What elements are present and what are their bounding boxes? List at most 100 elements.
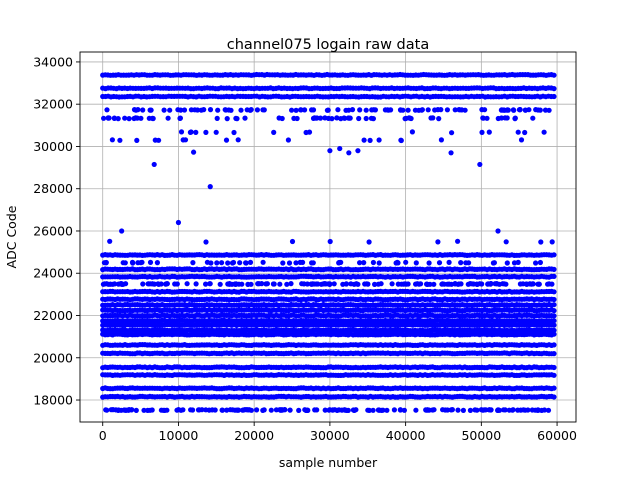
y-tick-label: 32000	[33, 97, 73, 112]
data-point	[150, 281, 156, 287]
data-point	[109, 137, 115, 143]
data-point	[167, 107, 173, 113]
data-point	[164, 281, 170, 287]
data-point	[193, 281, 199, 287]
data-point	[122, 115, 128, 121]
y-axis: 18000 20000 22000 24000 26000 28000 30000 32000…	[33, 54, 80, 408]
data-point	[193, 129, 199, 135]
grid	[80, 52, 576, 422]
x-tick-label: 10000	[159, 428, 199, 443]
data-point	[284, 281, 290, 287]
data-point	[212, 407, 218, 413]
y-tick-label: 34000	[33, 54, 73, 69]
data-point	[361, 260, 367, 266]
data-point-outlier	[477, 161, 483, 168]
data-point	[194, 107, 201, 113]
data-point	[551, 296, 557, 303]
data-point	[260, 259, 266, 265]
data-point	[431, 281, 437, 287]
data-point	[182, 137, 189, 143]
data-point	[146, 281, 152, 287]
data-point	[310, 260, 316, 266]
data-point	[271, 129, 277, 135]
data-point	[551, 86, 557, 92]
data-point	[403, 259, 409, 265]
chart-title: channel075 logain raw data	[227, 37, 429, 53]
data-point	[303, 129, 309, 136]
data-point-outlier	[151, 161, 157, 168]
data-point	[230, 259, 237, 266]
data-point	[208, 260, 214, 266]
data-point	[518, 137, 525, 143]
data-point	[401, 407, 407, 413]
data-point	[147, 407, 153, 413]
data-point	[207, 281, 213, 287]
data-point	[490, 260, 496, 266]
data-point	[353, 281, 359, 287]
data-point	[542, 107, 549, 113]
data-point	[376, 137, 382, 143]
data-point	[405, 107, 411, 113]
data-point	[150, 115, 156, 122]
data-point	[322, 407, 328, 413]
data-point	[133, 115, 139, 121]
x-tick-label: 40000	[386, 428, 426, 443]
data-point	[416, 281, 422, 287]
data-point	[551, 331, 557, 337]
data-point	[248, 107, 254, 113]
data-point	[285, 137, 291, 143]
data-point	[224, 116, 230, 122]
data-point	[107, 281, 113, 287]
data-point	[438, 137, 444, 143]
data-point	[382, 107, 388, 113]
data-point	[504, 115, 510, 121]
data-point	[309, 107, 315, 113]
data-point	[460, 407, 466, 413]
data-point	[452, 281, 458, 287]
data-point	[487, 281, 493, 287]
data-point	[532, 407, 538, 413]
x-tick-label: 30000	[310, 428, 350, 443]
data-point	[123, 281, 129, 287]
data-point	[231, 129, 237, 136]
data-point	[164, 407, 170, 413]
data-point	[413, 260, 419, 266]
data-point	[135, 260, 141, 266]
data-point	[147, 259, 154, 265]
data-point-outlier	[190, 149, 197, 155]
data-point	[140, 107, 146, 113]
data-point	[524, 281, 530, 287]
data-point	[436, 116, 442, 122]
data-point-outlier	[119, 228, 125, 234]
data-point	[213, 129, 219, 135]
data-point	[551, 93, 557, 100]
x-tick-label: 20000	[234, 428, 274, 443]
data-point	[369, 107, 375, 113]
data-point	[125, 407, 131, 413]
data-point	[452, 107, 458, 113]
data-point	[455, 407, 461, 413]
data-point	[367, 137, 373, 143]
data-point	[254, 107, 260, 113]
data-point	[277, 281, 283, 287]
data-point	[348, 281, 354, 287]
data-point	[375, 407, 381, 413]
data-point	[108, 407, 114, 413]
data-point	[302, 407, 308, 413]
data-point	[535, 281, 541, 287]
data-point	[551, 308, 557, 314]
data-point	[384, 407, 390, 413]
data-point	[505, 107, 511, 113]
data-point	[341, 115, 347, 121]
data-point	[287, 407, 293, 413]
data-point	[515, 129, 521, 135]
data-point	[248, 281, 254, 287]
data-point	[357, 260, 363, 266]
data-point	[357, 107, 363, 113]
y-axis-label: ADC Code	[4, 205, 19, 268]
data-point-outlier	[327, 148, 333, 154]
data-point	[139, 259, 145, 265]
data-point	[442, 407, 448, 413]
data-point	[356, 115, 362, 122]
data-point	[104, 407, 110, 413]
